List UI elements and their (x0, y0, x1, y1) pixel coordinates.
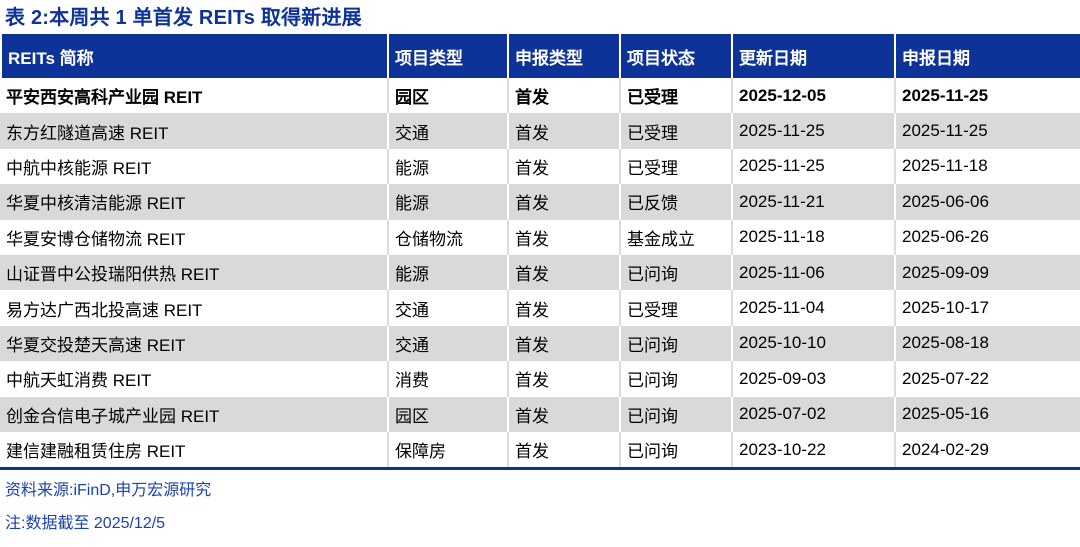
table-cell: 已受理 (621, 113, 733, 149)
table-cell: 易方达广西北投高速 REIT (0, 290, 389, 326)
table-cell: 保障房 (389, 431, 509, 468)
table-cell: 创金合信电子城产业园 REIT (0, 396, 389, 432)
table-cell: 已问询 (621, 396, 733, 432)
table-cell: 2025-11-25 (733, 148, 896, 185)
table-cell: 能源 (389, 148, 509, 185)
table-cell: 已问询 (621, 431, 733, 468)
table-cell: 华夏中核清洁能源 REIT (0, 184, 389, 220)
table-cell: 首发 (509, 254, 621, 291)
table-cell: 能源 (389, 254, 509, 291)
table-cell: 2025-09-03 (733, 361, 896, 397)
table-cell: 建信建融租赁住房 REIT (0, 431, 389, 468)
table-cell: 已问询 (621, 361, 733, 397)
table-row: 建信建融租赁住房 REIT 保障房 首发 已问询 2023-10-22 2024-02-2… (0, 431, 1080, 468)
table-cell: 东方红隧道高速 REIT (0, 113, 389, 149)
table-cell: 交通 (389, 113, 509, 149)
reits-progress-table: REITs 简称 项目类型 申报类型 项目状态 更新日期 申报日期 平安西安高科… (0, 34, 1080, 471)
table-cell: 已受理 (621, 78, 733, 114)
table-cell: 2023-10-22 (733, 431, 896, 468)
table-cell: 2025-10-10 (733, 325, 896, 362)
table-cell: 首发 (509, 361, 621, 397)
table-cell: 华夏交投楚天高速 REIT (0, 325, 389, 362)
column-header-reits-name: REITs 简称 (0, 34, 389, 78)
table-row: 创金合信电子城产业园 REIT 园区 首发 已问询 2025-07-02 2025-05-… (0, 396, 1080, 432)
table-row: 东方红隧道高速 REIT 交通 首发 已受理 2025-11-25 2025-11-25 (0, 113, 1080, 149)
table-cell: 仓储物流 (389, 219, 509, 255)
table-cell: 2025-11-06 (733, 254, 896, 291)
table-row: 中航天虹消费 REIT 消费 首发 已问询 2025-09-03 2025-07-22 (0, 361, 1080, 397)
table-cell: 2025-07-22 (896, 361, 1080, 397)
table-cell: 2025-07-02 (733, 396, 896, 432)
column-header-filing-date: 申报日期 (896, 34, 1080, 78)
table-cell: 交通 (389, 290, 509, 326)
table-cell: 首发 (509, 431, 621, 468)
table-cell: 基金成立 (621, 219, 733, 255)
table-cell: 已受理 (621, 148, 733, 185)
table-cell: 2025-11-18 (733, 219, 896, 255)
table-cell: 首发 (509, 325, 621, 362)
table-cell: 2024-02-29 (896, 431, 1080, 468)
table-cell: 消费 (389, 361, 509, 397)
table-row: 中航中核能源 REIT 能源 首发 已受理 2025-11-25 2025-11-18 (0, 148, 1080, 185)
table-cell: 首发 (509, 290, 621, 326)
table-cell: 2025-11-04 (733, 290, 896, 326)
table-cell: 山证晋中公投瑞阳供热 REIT (0, 254, 389, 291)
table-cell: 已问询 (621, 254, 733, 291)
column-header-project-type: 项目类型 (389, 34, 509, 78)
table-row: 易方达广西北投高速 REIT 交通 首发 已受理 2025-11-04 2025-10-1… (0, 290, 1080, 326)
header-row: REITs 简称 项目类型 申报类型 项目状态 更新日期 申报日期 (0, 34, 1080, 78)
table-cell: 首发 (509, 396, 621, 432)
table-cell: 2025-05-16 (896, 396, 1080, 432)
table-cell: 首发 (509, 184, 621, 220)
table-cell: 已受理 (621, 290, 733, 326)
table-row: 平安西安高科产业园 REIT 园区 首发 已受理 2025-12-05 2025-11-2… (0, 78, 1080, 114)
report-page: 表 2:本周共 1 单首发 REITs 取得新进展 REITs 简称 项目类型 … (0, 5, 1080, 547)
table-cell: 园区 (389, 78, 509, 114)
table-row: 华夏中核清洁能源 REIT 能源 首发 已反馈 2025-11-21 2025-06-06 (0, 184, 1080, 220)
table-cell: 2025-11-21 (733, 184, 896, 220)
table-row: 华夏安博仓储物流 REIT 仓储物流 首发 基金成立 2025-11-18 2025-06… (0, 219, 1080, 255)
table-title: 表 2:本周共 1 单首发 REITs 取得新进展 (5, 7, 362, 29)
table-cell: 华夏安博仓储物流 REIT (0, 219, 389, 255)
table-cell: 首发 (509, 148, 621, 185)
table-cell: 首发 (509, 113, 621, 149)
table-cell: 首发 (509, 78, 621, 114)
table-body: 平安西安高科产业园 REIT 园区 首发 已受理 2025-12-05 2025-11-2… (0, 78, 1080, 468)
column-header-status: 项目状态 (621, 34, 733, 78)
table-cell: 2025-09-09 (896, 254, 1080, 291)
table-cell: 中航中核能源 REIT (0, 148, 389, 185)
table-cell: 已问询 (621, 325, 733, 362)
table-row: 山证晋中公投瑞阳供热 REIT 能源 首发 已问询 2025-11-06 2025-09-… (0, 254, 1080, 291)
column-header-filing-type: 申报类型 (509, 34, 621, 78)
table-cell: 2025-10-17 (896, 290, 1080, 326)
table-cell: 2025-08-18 (896, 325, 1080, 362)
table-cell: 中航天虹消费 REIT (0, 361, 389, 397)
table-cell: 2025-12-05 (733, 78, 896, 114)
table-cell: 2025-11-25 (896, 113, 1080, 149)
data-cutoff-note: 注:数据截至 2025/12/5 (5, 515, 166, 533)
table-row: 华夏交投楚天高速 REIT 交通 首发 已问询 2025-10-10 2025-08-18 (0, 325, 1080, 362)
table-cell: 2025-11-25 (896, 78, 1080, 114)
table-cell: 2025-11-25 (733, 113, 896, 149)
table-cell: 平安西安高科产业园 REIT (0, 78, 389, 114)
footer: 资料来源:iFinD,申万宏源研究 注:数据截至 2025/12/5 (5, 480, 1080, 535)
table-cell: 首发 (509, 219, 621, 255)
table-cell: 2025-06-26 (896, 219, 1080, 255)
table-cell: 园区 (389, 396, 509, 432)
table-cell: 2025-06-06 (896, 184, 1080, 220)
table-cell: 能源 (389, 184, 509, 220)
table-header: REITs 简称 项目类型 申报类型 项目状态 更新日期 申报日期 (0, 34, 1080, 78)
table-cell: 交通 (389, 325, 509, 362)
source-note: 资料来源:iFinD,申万宏源研究 (5, 482, 212, 500)
table-cell: 2025-11-18 (896, 148, 1080, 185)
column-header-update-date: 更新日期 (733, 34, 896, 78)
table-cell: 已反馈 (621, 184, 733, 220)
